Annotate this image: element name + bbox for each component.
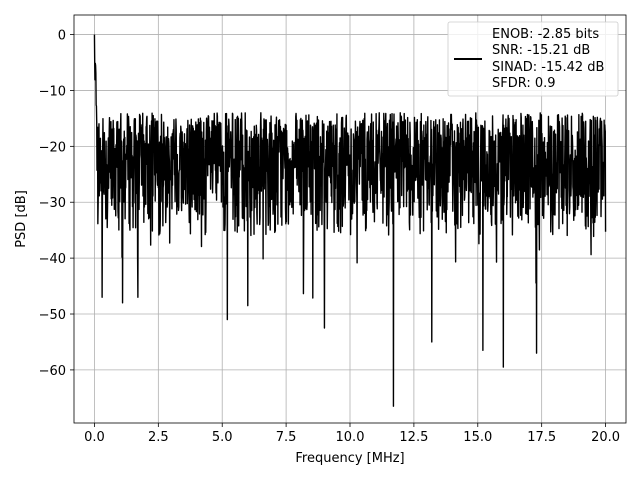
y-tick-label: −40 <box>39 252 66 267</box>
x-tick-label: 2.5 <box>148 430 169 445</box>
y-tick-label: −30 <box>39 196 66 211</box>
legend-entry-enob: ENOB: -2.85 bits <box>492 27 599 42</box>
x-axis-ticks: 0.0 2.5 5.0 7.5 10.0 12.5 15.0 17.5 20.0 <box>84 423 620 445</box>
x-tick-label: 0.0 <box>84 430 105 445</box>
legend: ENOB: -2.85 bits SNR: -15.21 dB SINAD: -… <box>447 21 619 97</box>
y-tick-label: −60 <box>39 364 66 379</box>
x-tick-label: 7.5 <box>276 430 297 445</box>
series-layer <box>93 34 607 407</box>
y-tick-label: −20 <box>39 140 66 155</box>
psd-series-line <box>93 34 607 407</box>
y-tick-label: −50 <box>39 308 66 323</box>
x-tick-label: 5.0 <box>212 430 233 445</box>
y-axis-label: PSD [dB] <box>14 190 29 248</box>
y-tick-label: −10 <box>39 84 66 99</box>
y-axis-ticks: 0 −10 −20 −30 −40 −50 −60 <box>39 29 74 379</box>
x-tick-label: 12.5 <box>399 430 428 445</box>
x-tick-label: 20.0 <box>591 430 620 445</box>
x-tick-label: 10.0 <box>336 430 365 445</box>
x-axis-label: Frequency [MHz] <box>295 451 404 466</box>
legend-box <box>447 21 619 97</box>
legend-entry-snr: SNR: -15.21 dB <box>492 43 590 58</box>
x-tick-label: 15.0 <box>463 430 492 445</box>
x-tick-label: 17.5 <box>527 430 556 445</box>
legend-entry-sinad: SINAD: -15.42 dB <box>492 60 604 75</box>
y-tick-label: 0 <box>58 29 66 44</box>
legend-entry-sfdr: SFDR: 0.9 <box>492 76 556 91</box>
